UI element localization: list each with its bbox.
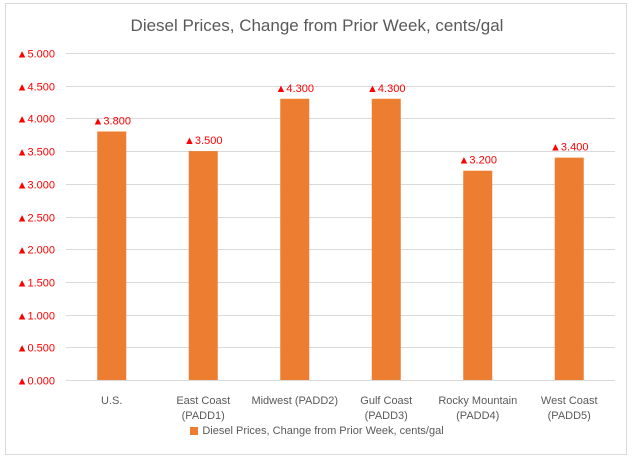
x-tick-label: Midwest (PADD2) <box>251 395 338 407</box>
chart-frame <box>5 3 627 455</box>
y-tick-label: ▲2.500 <box>17 213 55 225</box>
y-tick-label: ▲3.000 <box>17 180 55 192</box>
x-tick-label: (PADD4) <box>456 410 499 422</box>
x-tick-label: Rocky Mountain <box>438 395 517 407</box>
x-tick-label: (PADD1) <box>182 410 225 422</box>
x-tick-label: East Coast <box>176 395 230 407</box>
bar <box>280 98 310 380</box>
data-label: ▲3.200 <box>459 155 497 167</box>
y-tick-label: ▲4.000 <box>17 114 55 126</box>
y-tick-label: ▲0.500 <box>17 343 55 355</box>
bar <box>371 98 401 380</box>
legend-label: Diesel Prices, Change from Prior Week, c… <box>202 425 444 437</box>
bar <box>554 157 584 380</box>
legend: Diesel Prices, Change from Prior Week, c… <box>0 425 634 437</box>
y-tick-label: ▲0.000 <box>17 376 55 388</box>
y-tick-label: ▲4.500 <box>17 82 55 94</box>
y-tick-label: ▲2.000 <box>17 245 55 257</box>
data-label: ▲4.300 <box>276 83 314 95</box>
data-label: ▲3.500 <box>184 135 222 147</box>
x-tick-label: (PADD3) <box>365 410 408 422</box>
chart-title: Diesel Prices, Change from Prior Week, c… <box>130 16 504 35</box>
bar <box>97 131 127 380</box>
data-label: ▲3.400 <box>550 142 588 154</box>
bar <box>463 170 493 380</box>
x-tick-label: (PADD5) <box>548 410 591 422</box>
y-tick-label: ▲3.500 <box>17 147 55 159</box>
legend-swatch <box>190 427 199 436</box>
y-tick-label: ▲1.500 <box>17 278 55 290</box>
data-label: ▲3.800 <box>93 115 131 127</box>
x-tick-label: Gulf Coast <box>360 395 412 407</box>
data-label: ▲4.300 <box>367 83 405 95</box>
y-tick-label: ▲5.000 <box>17 49 55 61</box>
bar <box>188 151 218 380</box>
x-tick-label: West Coast <box>541 395 598 407</box>
x-tick-label: U.S. <box>101 395 122 407</box>
y-tick-label: ▲1.000 <box>17 311 55 323</box>
